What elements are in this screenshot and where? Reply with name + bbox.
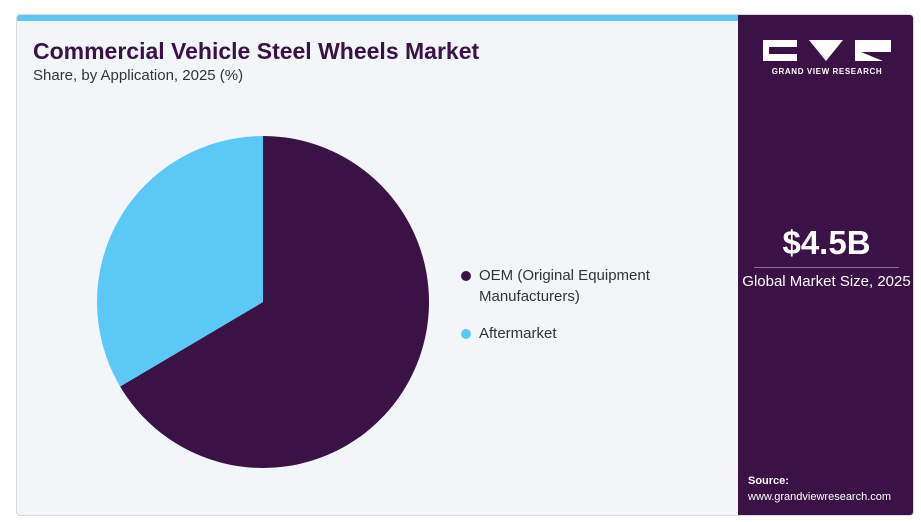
market-size-label: Global Market Size, 2025 (742, 273, 911, 290)
gvr-logo-icon (763, 40, 891, 61)
pie-slice-aftermarket (97, 136, 264, 387)
legend-label-oem: OEM (Original Equipment Manufacturers) (479, 267, 650, 305)
accent-bar (17, 15, 738, 21)
market-size-value: $4.5B (782, 224, 871, 261)
chart-legend: OEM (Original Equipment Manufacturers) A… (461, 265, 731, 360)
legend-label-aftermarket: Aftermarket (479, 325, 557, 342)
chart-title: Commercial Vehicle Steel Wheels Market (33, 38, 480, 64)
legend-item-oem: OEM (Original Equipment Manufacturers) (461, 265, 731, 307)
divider (754, 267, 899, 268)
legend-swatch-oem (461, 271, 471, 281)
sidebar-panel: GRAND VIEW RESEARCH $4.5B Global Market … (738, 15, 913, 515)
pie-slice-oem (120, 136, 429, 468)
legend-item-aftermarket: Aftermarket (461, 323, 731, 344)
legend-swatch-aftermarket (461, 329, 471, 339)
logo-text: GRAND VIEW RESEARCH (771, 67, 883, 76)
pie-chart (97, 136, 429, 468)
chart-subtitle: Share, by Application, 2025 (%) (33, 67, 244, 84)
source-label: Source: (748, 475, 789, 487)
gvr-logo: GRAND VIEW RESEARCH (763, 39, 891, 76)
source-url[interactable]: www.grandviewresearch.com (748, 491, 892, 503)
chart-card: Commercial Vehicle Steel Wheels Market S… (16, 14, 914, 516)
